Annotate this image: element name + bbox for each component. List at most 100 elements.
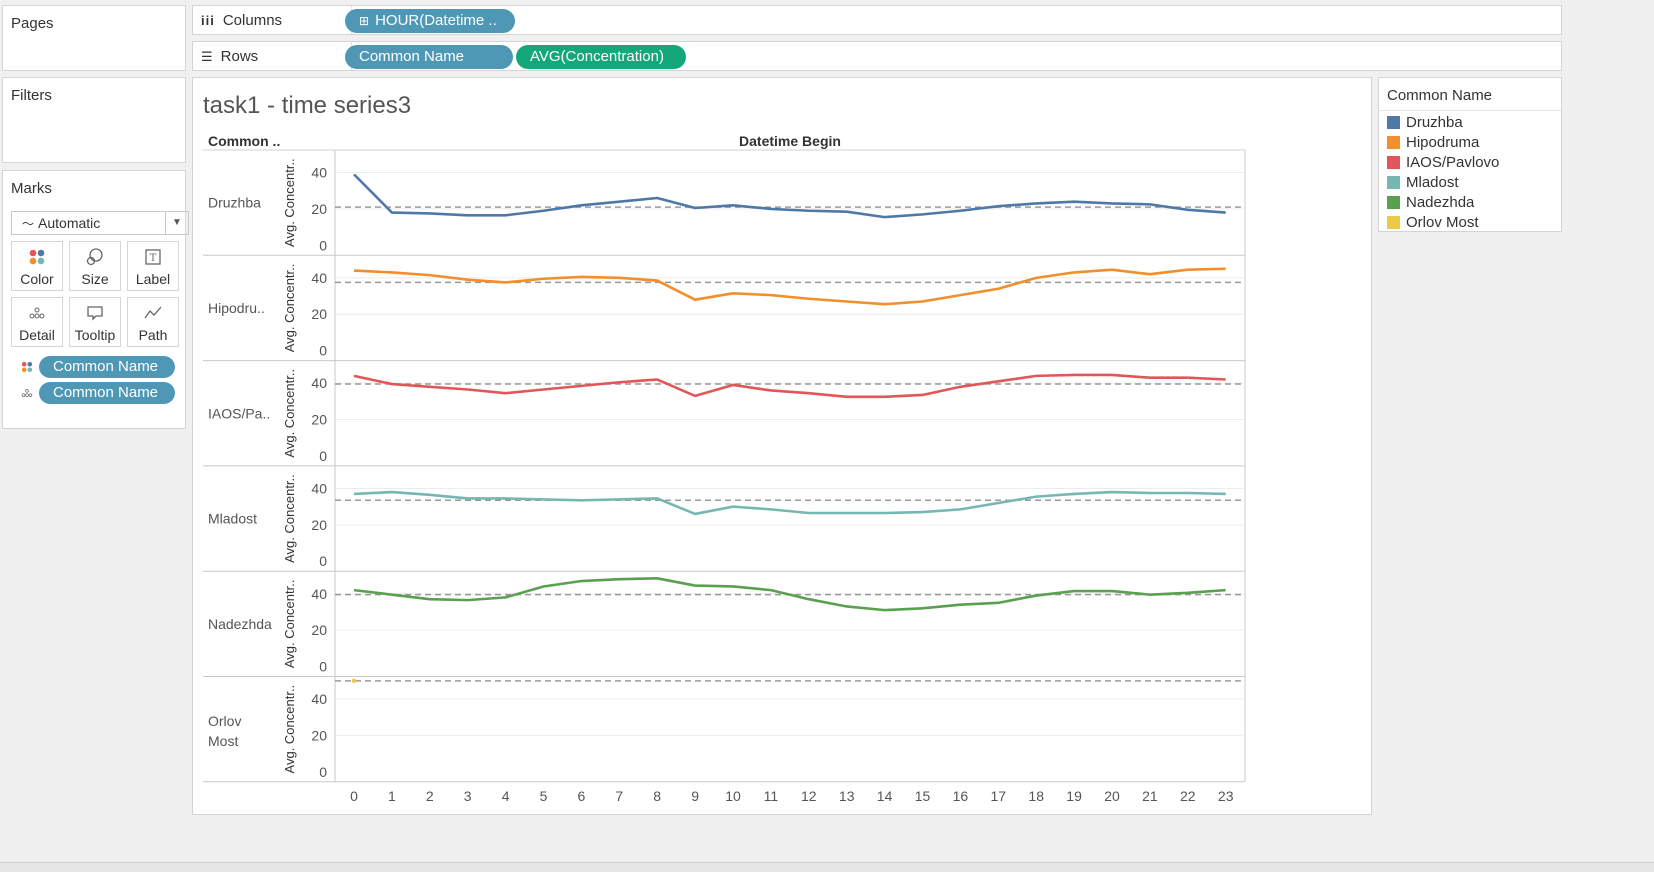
size-icon [70,247,120,271]
x-tick-label: 10 [725,788,741,804]
y-tick-label: 40 [311,480,327,496]
row-label: Mladost [208,511,257,527]
y-tick-label: 0 [319,343,327,359]
size-button[interactable]: Size [69,241,121,291]
tooltip-icon [70,303,120,327]
legend-item[interactable]: Hipodruma [1387,134,1479,151]
row-label: IAOS/Pa.. [208,405,270,421]
row-label: Orlov [208,713,241,729]
rows-icon: ☰ [201,48,213,64]
y-tick-label: 20 [311,517,327,533]
legend-label: Druzhba [1406,114,1463,131]
detail-button[interactable]: Detail [11,297,63,347]
chevron-down-icon: ▼ [165,212,188,234]
legend-swatch [1387,156,1400,169]
line-mark-icon: 〜 [22,217,35,231]
marks-card: Marks 〜 Automatic ▼ Color Size T Label De… [2,170,189,429]
sheet-tab-bar[interactable] [0,862,1654,872]
y-tick-label: 40 [311,586,327,602]
marks-color-pill[interactable]: Common Name [39,356,175,378]
y-tick-label: 0 [319,448,327,464]
x-tick-label: 2 [426,788,434,804]
series-line-druzhba [353,173,1226,219]
y-axis-title: Avg. Concentr.. [282,158,297,247]
y-tick-label: 40 [311,270,327,286]
x-tick-label: 17 [991,788,1007,804]
y-tick-label: 0 [319,237,327,253]
x-tick-label: 7 [615,788,623,804]
legend-item[interactable]: Nadezhda [1387,194,1474,211]
legend-swatch [1387,136,1400,149]
rows-shelf[interactable]: ☰ Rows Common Name AVG(Concentration) [192,41,1562,71]
legend-item[interactable]: IAOS/Pavlovo [1387,154,1499,171]
tooltip-button[interactable]: Tooltip [69,297,121,347]
color-icon [12,247,62,271]
y-axis-title: Avg. Concentr.. [282,474,297,563]
mark-type-dropdown[interactable]: 〜 Automatic ▼ [11,211,189,235]
x-tick-label: 21 [1142,788,1158,804]
y-tick-label: 20 [311,306,327,322]
legend-label: Mladost [1406,174,1459,191]
columns-shelf-label: iii Columns [201,12,283,29]
x-tick-label: 0 [350,788,358,804]
expand-icon: ⊞ [359,14,370,28]
sheet-title: task1 - time series3 [203,92,412,119]
rows-pill-avg-concentration[interactable]: AVG(Concentration) [516,45,686,69]
x-tick-label: 4 [502,788,510,804]
x-tick-label: 18 [1028,788,1044,804]
color-encoding-icon [20,360,34,379]
rows-pill-common-name[interactable]: Common Name [345,45,513,69]
row-label: Druzhba [208,195,261,211]
y-tick-label: 20 [311,412,327,428]
columns-pill-hour-datetime[interactable]: ⊞ HOUR(Datetime .. [345,9,515,33]
x-tick-label: 11 [764,788,779,804]
legend-swatch [1387,216,1400,229]
legend-item[interactable]: Druzhba [1387,114,1463,131]
pages-card: Pages [2,5,186,71]
legend-label: Hipodruma [1406,134,1480,151]
worksheet-view: task1 - time series3 Common .. Datetime B… [192,77,1372,815]
svg-text:T: T [150,253,157,264]
label-icon: T [128,247,178,271]
legend-swatch [1387,196,1400,209]
x-tick-label: 3 [464,788,472,804]
series-line-hipodruma [353,267,1226,306]
legend-card: Common Name Druzhba Hipodruma IAOS/Pavlovo… [1378,77,1562,232]
x-tick-label: 6 [578,788,586,804]
columns-shelf[interactable]: iii Columns ⊞ HOUR(Datetime .. [192,5,1562,35]
column-header: Datetime Begin [739,133,841,149]
y-tick-label: 0 [319,553,327,569]
series-line-iaos-pavlovo [353,373,1226,399]
y-tick-label: 20 [311,727,327,743]
legend-swatch [1387,176,1400,189]
y-tick-label: 0 [319,659,327,675]
y-tick-label: 20 [311,201,327,217]
marks-detail-pill[interactable]: Common Name [39,382,175,404]
path-button[interactable]: Path [127,297,179,347]
x-tick-label: 14 [877,788,893,804]
series-line-nadezhda [353,576,1226,612]
y-tick-label: 40 [311,165,327,181]
series-line-mladost [353,490,1226,516]
detail-encoding-icon [20,386,34,405]
y-axis-title: Avg. Concentr.. [282,685,297,774]
x-tick-label: 15 [915,788,931,804]
x-tick-label: 5 [540,788,548,804]
legend-item[interactable]: Mladost [1387,174,1459,191]
legend-item[interactable]: Orlov Most [1387,214,1479,231]
x-tick-label: 20 [1104,788,1120,804]
x-tick-label: 12 [801,788,817,804]
label-button[interactable]: T Label [127,241,179,291]
rows-shelf-label: ☰ Rows [201,48,259,65]
y-tick-label: 20 [311,622,327,638]
color-button[interactable]: Color [11,241,63,291]
columns-icon: iii [201,13,215,28]
filters-card[interactable]: Filters [2,77,186,163]
detail-icon [12,303,62,327]
x-tick-label: 23 [1218,788,1234,804]
y-axis-title: Avg. Concentr.. [282,369,297,458]
x-tick-label: 16 [953,788,969,804]
y-tick-label: 0 [319,764,327,780]
row-header: Common .. [208,133,280,149]
